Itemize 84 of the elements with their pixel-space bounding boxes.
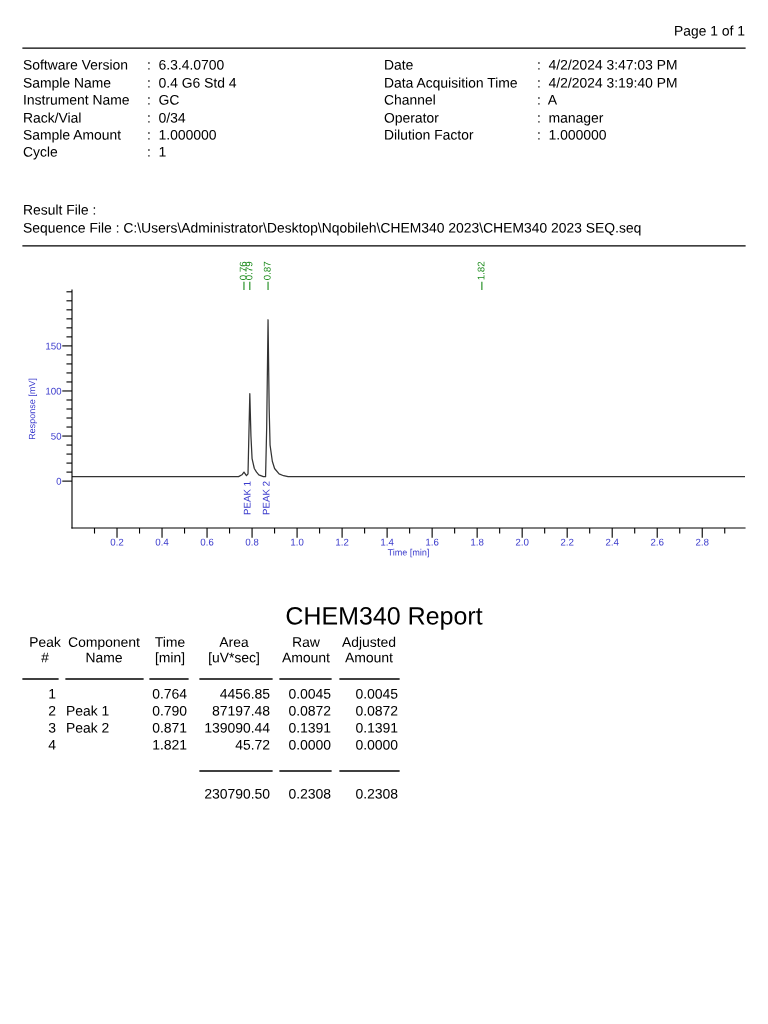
- text: 0.1391: [356, 722, 398, 733]
- line-series: [72, 319, 745, 478]
- x-tick-label: 1.2: [336, 538, 349, 546]
- y-axis-title: Response [mV]: [28, 378, 38, 440]
- text: : 6.3.4.0700: [148, 59, 224, 70]
- text: Sequence File : C:\Users\Administrator\Desktop\Nqobileh\CHEM340 2023\CHEM340 2023 SEQ.seq: [23, 222, 641, 236]
- text: 0.790: [152, 705, 187, 716]
- text: 0.871: [152, 722, 187, 733]
- text: 45.72: [235, 739, 270, 750]
- text: 230790.50: [205, 788, 270, 799]
- x-tick-label: 0.6: [200, 538, 214, 546]
- text: Software Version: [23, 59, 128, 70]
- text: : 0.4 G6 Std 4: [148, 77, 237, 88]
- text: Cycle: [23, 146, 58, 160]
- x-tick-label: 2.8: [695, 538, 709, 546]
- text: Data Acquisition Time: [385, 77, 517, 91]
- text: Sample Name: [23, 77, 111, 91]
- x-tick-label: 1.8: [471, 538, 484, 546]
- text: Sample Amount: [23, 129, 121, 143]
- x-tick-label: 1.6: [426, 538, 439, 546]
- text: 0.0045: [356, 688, 398, 699]
- text: 2: [48, 705, 56, 716]
- x-tick-label: 2.4: [605, 538, 619, 546]
- text: 0.0000: [356, 739, 398, 750]
- y-tick-label: 50: [51, 432, 62, 440]
- text: CHEM340 Report: [286, 607, 483, 630]
- x-tick-label: 2.0: [515, 538, 529, 546]
- text: : manager: [538, 115, 604, 126]
- x-tick-label: 2.6: [650, 538, 664, 546]
- text: Peak #: [30, 636, 61, 663]
- y-tick-label: 150: [46, 342, 62, 350]
- text: 4: [48, 740, 56, 750]
- text: Raw Amount: [282, 637, 330, 663]
- annotation: PEAK 2: [262, 481, 270, 515]
- x-axis-title: Time [min]: [387, 548, 429, 558]
- text: Adjusted Amount: [342, 636, 396, 663]
- x-tick-label: 1.4: [381, 538, 394, 546]
- text: Time [min]: [155, 636, 185, 666]
- x-tick-label: 1.0: [291, 538, 304, 546]
- x-tick-label: 0.2: [110, 538, 124, 546]
- text: 3: [48, 722, 56, 733]
- text: : 1.000000: [538, 129, 606, 140]
- text: 0.764: [152, 688, 187, 699]
- text: 4456.85: [220, 688, 270, 699]
- text: 0.1391: [289, 722, 331, 733]
- text: Channel: [384, 94, 435, 105]
- text: Rack/Vial: [24, 112, 81, 123]
- x2-tick-label: 0.76: [239, 261, 247, 280]
- text: : 4/2/2024 3:47:03 PM: [538, 59, 677, 70]
- text: 0.2308: [289, 788, 331, 799]
- text: Component Name: [68, 637, 140, 663]
- text: 1.821: [153, 739, 187, 750]
- text: Result File :: [24, 204, 96, 215]
- text: 0.2308: [356, 788, 398, 799]
- text: : 1: [148, 147, 166, 157]
- y-tick-label: 0: [56, 477, 62, 485]
- text: : GC: [148, 94, 179, 105]
- y-tick-label: 100: [46, 387, 62, 395]
- text: 0.0000: [289, 739, 331, 750]
- text: Peak 1: [67, 705, 109, 716]
- text: : 4/2/2024 3:19:40 PM: [538, 77, 677, 88]
- text: : 0/34: [148, 112, 186, 123]
- x-tick-label: 0.4: [155, 538, 169, 546]
- x2-tick-label: 0.79: [245, 261, 253, 280]
- text: 87197.48: [212, 705, 270, 716]
- text: Dilution Factor: [385, 129, 474, 140]
- x-tick-label: 2.2: [560, 538, 574, 546]
- x2-tick-label: 1.82: [477, 261, 485, 280]
- text: Instrument Name: [24, 95, 129, 105]
- text: 0.0872: [289, 705, 331, 716]
- text: : A: [538, 95, 558, 105]
- text: : 1.000000: [148, 129, 216, 140]
- text: Peak 2: [67, 722, 109, 733]
- text: Date: [385, 60, 413, 70]
- text: Page 1 of 1: [675, 25, 745, 39]
- text: Area [uV*sec]: [209, 637, 259, 666]
- text: 1: [49, 689, 56, 699]
- text: 139090.44: [205, 722, 270, 733]
- text: 0.0872: [356, 705, 398, 716]
- text: Operator: [384, 112, 439, 126]
- annotation: PEAK 1: [243, 481, 251, 515]
- text: 0.0045: [289, 688, 331, 699]
- x2-tick-label: 0.87: [263, 261, 271, 280]
- x-tick-label: 0.8: [245, 538, 259, 546]
